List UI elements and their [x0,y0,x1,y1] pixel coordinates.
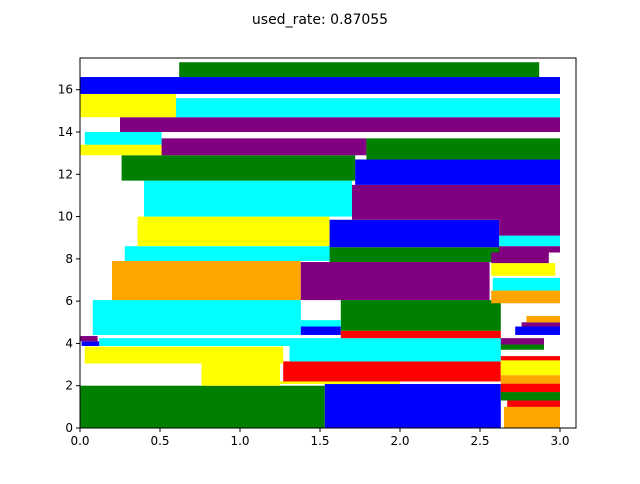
rect-orange-15 [112,260,301,301]
rect-red-4 [283,361,501,382]
rect-purple-52 [499,218,560,236]
y-tick-label: 6 [65,294,73,308]
rect-purple-22 [352,184,560,220]
rect-blue-11 [300,326,341,335]
rect-green-36 [500,392,560,401]
rect-red-40 [500,356,560,361]
x-tick-label: 2.0 [390,434,409,448]
rect-orange-38 [500,375,560,384]
rect-cyan-31 [176,98,560,118]
rect-cyan-6 [289,345,501,362]
rect-green-41 [500,344,544,350]
rect-green-25 [366,138,560,160]
rect-cyan-47 [492,277,560,291]
rect-purple-9 [80,336,98,342]
rect-yellow-48 [491,263,556,276]
rect-purple-42 [500,338,544,345]
x-tick-label: 1.0 [230,434,249,448]
x-tick-label: 3.0 [550,434,569,448]
rect-cyan-7 [99,338,501,346]
x-tick-label: 0.0 [70,434,89,448]
rect-orange-45 [526,315,560,323]
y-tick-label: 8 [65,252,73,266]
y-tick-label: 0 [65,421,73,435]
chart-title: used_rate: 0.87055 [252,12,388,28]
y-tick-label: 12 [58,167,73,181]
rect-yellow-5 [84,346,284,364]
rect-purple-50 [499,246,560,253]
rectangles-layer [80,62,560,428]
rect-blue-1 [324,384,501,428]
rect-blue-32 [80,77,560,94]
rect-yellow-3 [280,381,400,385]
rect-blue-20 [329,219,500,248]
rect-cyan-51 [499,235,560,247]
rect-cyan-14 [300,320,341,327]
rect-purple-16 [300,262,490,301]
axes-layer: 0.0 0.5 1.0 1.5 2.0 2.5 3.0 0 2 4 6 8 10 12 14 16 [58,57,577,448]
rect-orange-34 [504,406,560,428]
y-tick-label: 16 [58,83,73,97]
rect-green-23 [121,155,356,181]
rect-yellow-39 [500,360,560,376]
rect-purple-44 [521,322,560,327]
rect-green-0 [80,385,325,428]
rect-red-12 [340,330,501,339]
rect-blue-8 [81,341,100,346]
plot-frame [79,57,577,429]
rect-cyan-21 [144,180,352,217]
rect-red-35 [507,400,560,407]
rect-yellow-26 [80,144,162,156]
rect-cyan-28 [84,132,162,145]
rect-blue-43 [515,326,560,335]
x-tick-label: 0.5 [150,434,169,448]
rect-yellow-19 [137,216,330,247]
rect-red-37 [500,383,560,393]
rect-cyan-17 [124,246,330,261]
rect-purple-29 [120,117,560,132]
rect-blue-24 [355,159,560,185]
rect-yellow-30 [80,93,176,118]
rect-purple-49 [491,252,549,264]
rect-green-33 [179,62,540,78]
y-tick-label: 2 [65,379,73,393]
rect-purple-27 [161,138,367,156]
x-tick-label: 2.5 [470,434,489,448]
rect-green-18 [329,247,501,263]
rect-yellow-2 [201,363,280,386]
y-tick-label: 4 [65,336,73,350]
rect-cyan-10 [92,300,301,335]
y-tick-label: 10 [58,210,73,224]
y-tick-label: 14 [58,125,73,139]
x-tick-label: 1.5 [310,434,329,448]
rect-green-13 [340,300,501,331]
rect-orange-46 [491,290,560,304]
